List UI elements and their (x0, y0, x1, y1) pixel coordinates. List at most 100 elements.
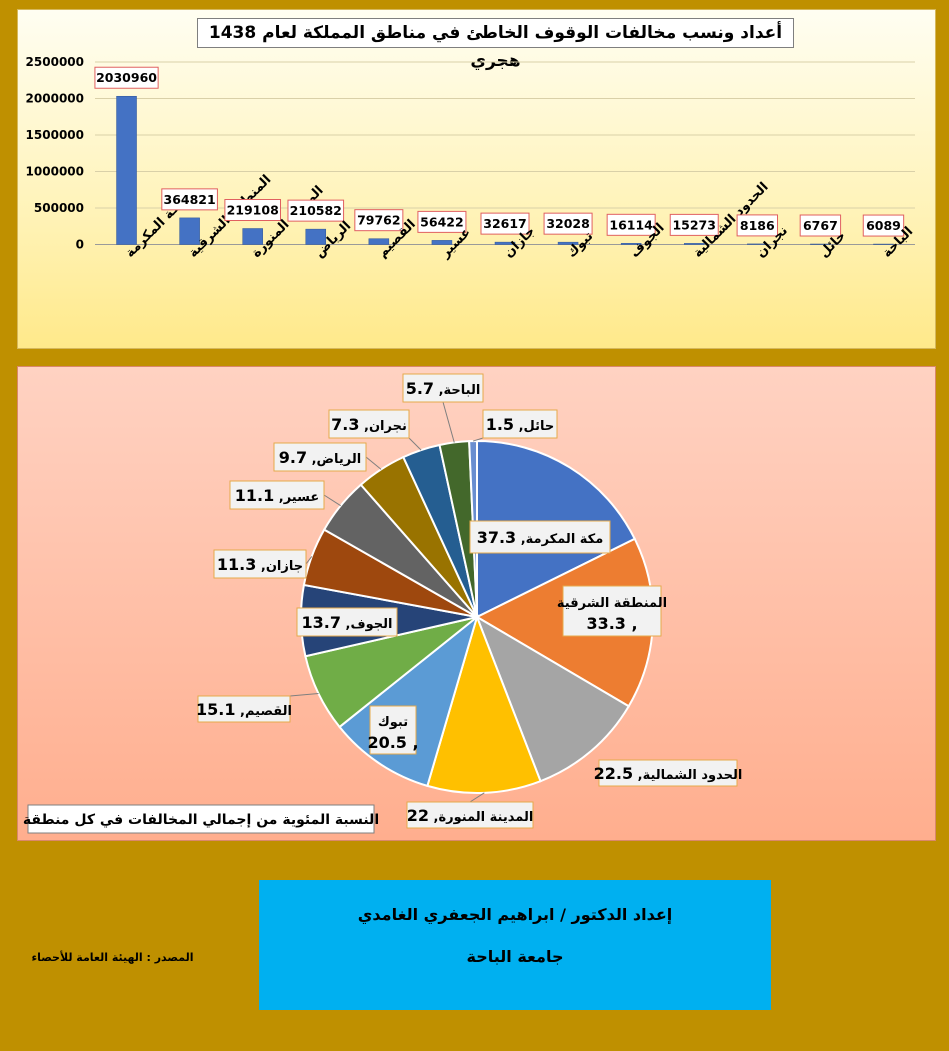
leader-line (472, 437, 484, 442)
bar (431, 240, 453, 245)
pie-label-name: القصيم, (236, 704, 292, 719)
pie-label: مكة المكرمة, 37.3 (477, 528, 604, 547)
data-label-box (669, 213, 719, 236)
y-tick-label: 1500000 (26, 128, 84, 142)
leader-line (408, 437, 422, 451)
data-label-box (94, 66, 159, 89)
pie-label-box (598, 759, 738, 787)
data-label-box (161, 188, 218, 211)
data-label: 364821 (164, 192, 216, 207)
pie-label-box (229, 480, 325, 510)
pie-label-value: 7.3 (331, 415, 359, 434)
author-credit: إعداد الدكتور / ابراهيم الجعفري الغامدي (357, 905, 673, 924)
bar (494, 241, 516, 245)
data-label: 219108 (227, 203, 279, 218)
credit-box: إعداد الدكتور / ابراهيم الجعفري الغامدي … (259, 880, 771, 1010)
data-label-box (736, 214, 779, 237)
data-label: 79762 (357, 213, 401, 228)
data-label: 56422 (420, 214, 464, 229)
pie-label-name: حائل, (514, 419, 554, 434)
data-label: 15273 (672, 217, 716, 232)
pie-slice (475, 614, 631, 783)
pie-label-box (197, 695, 291, 723)
data-label-box (224, 199, 281, 222)
pie-caption-box (27, 804, 375, 834)
pie-label: نجران, 7.3 (331, 415, 407, 434)
pie-label-value: 33.3 , (586, 614, 637, 633)
pie-label-name: عسير, (274, 490, 319, 505)
pie-label-name: مكة المكرمة, (516, 532, 603, 547)
pie-label-box (402, 373, 484, 403)
pie-label-box (296, 607, 398, 637)
pie-label-name: الجوف, (341, 617, 392, 632)
data-label: 2030960 (96, 70, 157, 85)
pie-label-value: 9.7 (279, 448, 307, 467)
bar (620, 243, 642, 245)
pie-label-name: الحدود الشمالية, (633, 768, 742, 783)
y-tick-label: 500000 (34, 201, 84, 215)
data-label-box (417, 210, 467, 233)
leader-line (323, 494, 341, 507)
source-note: المصدر : الهيئة العامة للأحصاء (31, 951, 194, 964)
data-label-box (287, 199, 345, 222)
pie-label: المدينة المنورة, 22 (407, 806, 534, 825)
bar (557, 241, 579, 245)
bar (242, 228, 263, 245)
bar (747, 243, 768, 245)
data-label: 210582 (290, 203, 342, 218)
pie-label-box (482, 409, 558, 439)
pie-label-box (369, 705, 417, 755)
y-tick-label: 0 (76, 238, 84, 252)
bar (368, 238, 390, 245)
bar (683, 243, 705, 245)
pie-label-name: الباحة, (434, 383, 480, 398)
y-tick-label: 2000000 (26, 92, 84, 106)
data-label-box (480, 212, 530, 235)
y-tick-label: 2500000 (26, 55, 84, 69)
pie-label: الجوف, 13.7 (302, 613, 393, 632)
data-label: 8186 (740, 218, 775, 233)
pie-label-value: 11.1 (235, 486, 274, 505)
pie-label-name: جازان, (256, 559, 303, 574)
data-label-box (354, 209, 404, 232)
pie-label-value: 37.3 (477, 528, 516, 547)
pie-label-box (469, 520, 611, 554)
data-label: 32617 (483, 216, 527, 231)
pie-label-value: 22.5 (594, 764, 633, 783)
pie-label-value: 20.5 , (367, 733, 418, 752)
bar (179, 217, 200, 245)
pie-label-value: 11.3 (217, 555, 256, 574)
data-label-box (862, 214, 905, 237)
data-label: 32028 (546, 216, 590, 231)
pie-label-box (406, 801, 534, 829)
data-label: 16114 (609, 217, 653, 232)
bar (116, 95, 137, 245)
data-label-box (606, 213, 656, 236)
pie-label: القصيم, 15.1 (196, 700, 292, 719)
pie-label-box (273, 442, 367, 472)
pie-label: جازان, 11.3 (217, 555, 303, 574)
pie-label-box (328, 409, 410, 439)
university-name: جامعة الباحة (466, 947, 564, 966)
pie-slice (426, 613, 542, 794)
leader-line (365, 456, 382, 470)
pie-label-box (562, 585, 662, 637)
pie-chart: مكة المكرمة, 37.3 المنطقة الشرقية 33.3 , ال… (23, 373, 742, 834)
pie-label-name: المنطقة الشرقية (557, 596, 667, 611)
bar (305, 228, 327, 245)
y-tick-label: 1000000 (26, 165, 84, 179)
data-label-box (799, 214, 842, 237)
leader-line (289, 693, 319, 697)
leader-line (442, 401, 455, 443)
chart-title: أعداد ونسب مخالفات الوقوف الخاطئ في مناط… (197, 18, 794, 71)
pie-label: عسير, 11.1 (235, 486, 319, 505)
pie-label: الرياض, 9.7 (279, 448, 361, 467)
leader-line (305, 556, 313, 565)
pie-label-name: نجران, (359, 419, 406, 434)
pie-label-value: 22 (407, 806, 429, 825)
pie-label-value: 1.5 (486, 415, 514, 434)
pie-label-name: تبوك (378, 715, 408, 730)
data-label: 6767 (803, 218, 838, 233)
leader-line (469, 792, 485, 803)
pie-label-name: المدينة المنورة, (429, 810, 533, 825)
